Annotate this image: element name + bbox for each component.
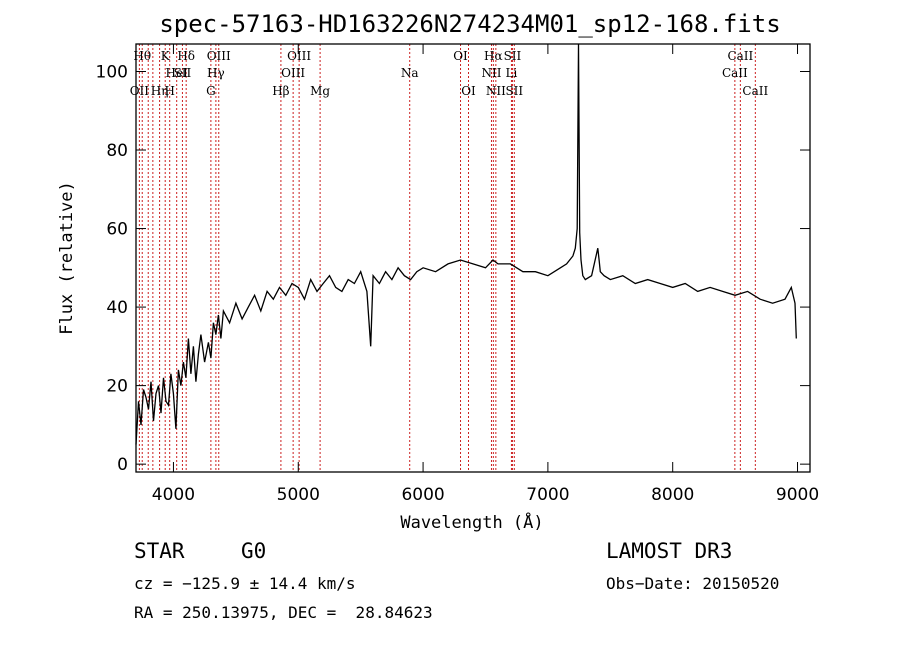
redshift-velocity: cz = −125.9 ± 14.4 km/s	[134, 574, 356, 593]
emission-line-label: CaII	[727, 49, 753, 63]
emission-line-label: SII	[174, 66, 192, 80]
y-tick-label: 60	[106, 220, 128, 240]
coordinates: RA = 250.13975, DEC = 28.84623	[134, 603, 433, 622]
x-tick-label: 4000	[152, 485, 195, 505]
emission-line-label: OII	[130, 84, 150, 98]
emission-line-label: NII	[481, 66, 501, 80]
emission-line-label: H	[164, 84, 174, 98]
y-axis-label: Flux (relative)	[57, 181, 77, 335]
y-tick-label: 20	[106, 377, 128, 397]
x-axis-label: Wavelength (Å)	[400, 511, 543, 533]
emission-line-label: Hα	[484, 49, 503, 63]
emission-line-label: OIII	[281, 66, 305, 80]
emission-line-label: Hθ	[133, 49, 151, 63]
x-tick-label: 9000	[776, 485, 819, 505]
emission-line-labels: OIIHθHηKHHeISIIHδGHγOIIIHβOIIIOIIIMgNaOI…	[130, 49, 769, 98]
emission-line-label: Li	[506, 66, 518, 80]
spectrum-series-line	[135, 43, 797, 445]
x-tick-label: 8000	[651, 485, 694, 505]
emission-line-label: NII	[486, 84, 506, 98]
emission-line-label: Hγ	[207, 66, 225, 80]
emission-line-label: Na	[401, 66, 419, 80]
emission-line-label: Hβ	[272, 84, 289, 98]
emission-line-label: OIII	[287, 49, 311, 63]
emission-line-label: HeI	[166, 66, 189, 80]
x-tick-label: 7000	[526, 485, 569, 505]
emission-line-label: CaII	[742, 84, 768, 98]
emission-line-label: G	[206, 84, 216, 98]
emission-line-label: OI	[453, 49, 468, 63]
x-axis-ticks: 4000 5000 6000 7000 8000 9000	[152, 44, 819, 505]
y-tick-label: 100	[96, 62, 128, 82]
object-subclass: G0	[241, 539, 267, 563]
emission-line-label: OIII	[207, 49, 231, 63]
emission-lines-layer	[138, 44, 756, 472]
y-tick-label: 40	[106, 298, 128, 318]
emission-line-label: SII	[504, 49, 522, 63]
emission-line-label: Mg	[310, 84, 330, 98]
object-class: STAR	[134, 539, 185, 563]
emission-line-label: CaII	[722, 66, 748, 80]
y-tick-label: 80	[106, 141, 128, 161]
emission-line-label: K	[161, 49, 171, 63]
y-axis-ticks: 0 20 40 60 80 100	[96, 62, 810, 475]
observation-date: Obs−Date: 20150520	[606, 574, 780, 593]
x-tick-label: 6000	[401, 485, 444, 505]
emission-line-label: SII	[505, 84, 523, 98]
x-tick-label: 5000	[277, 485, 320, 505]
y-tick-label: 0	[117, 455, 128, 475]
chart-title: spec-57163-HD163226N274234M01_sp12-168.f…	[159, 10, 780, 38]
plot-frame	[135, 43, 811, 473]
emission-line-label: Hη	[151, 84, 169, 98]
emission-line-label: Hδ	[177, 49, 195, 63]
survey-name: LAMOST DR3	[606, 539, 733, 563]
emission-line-label: OI	[461, 84, 476, 98]
